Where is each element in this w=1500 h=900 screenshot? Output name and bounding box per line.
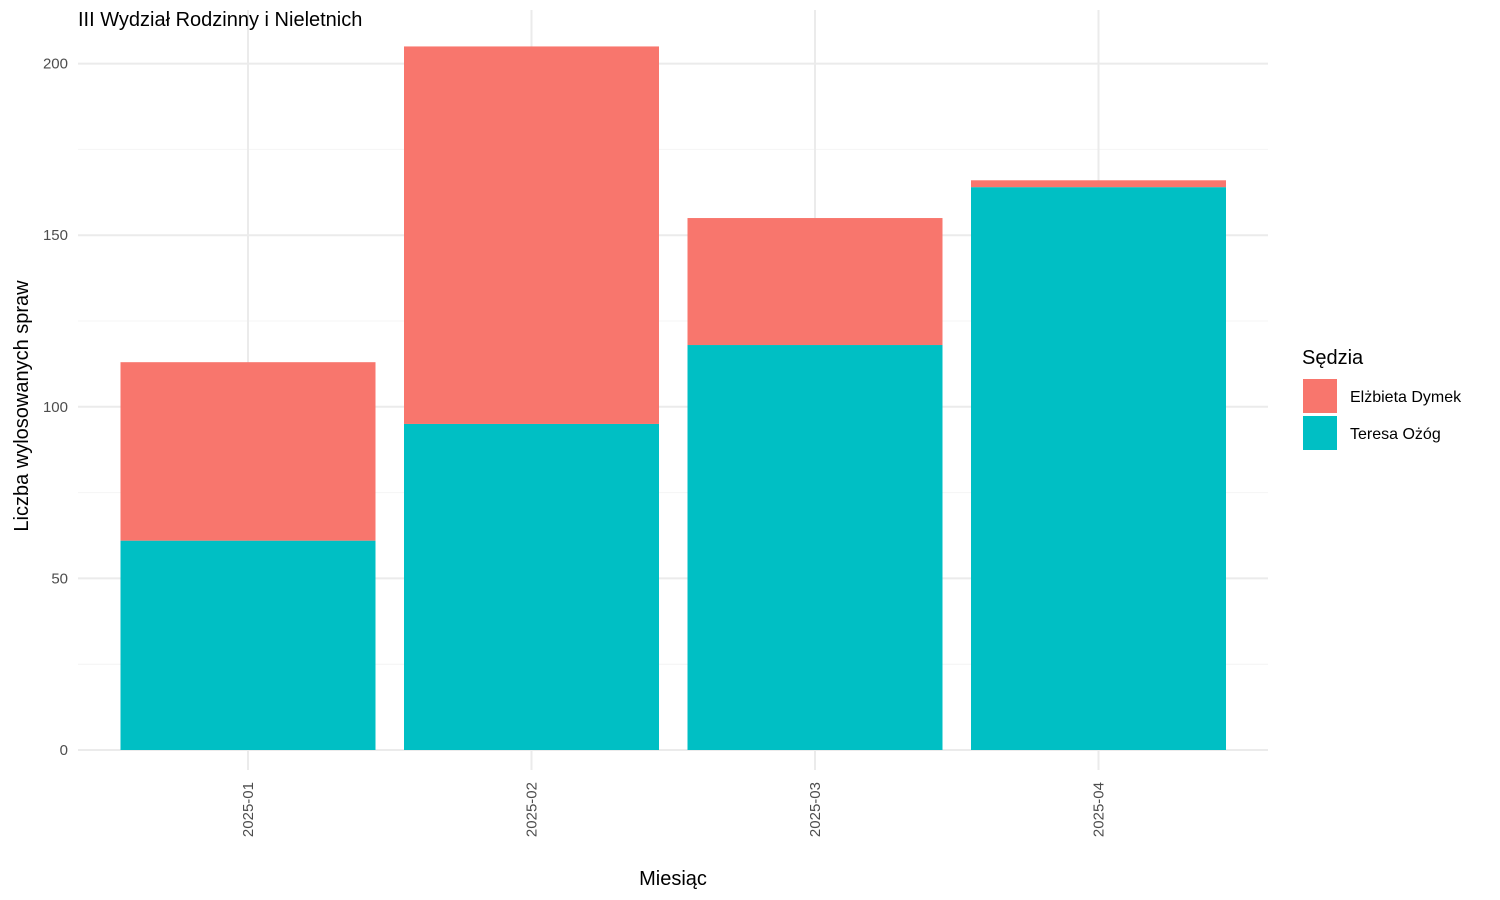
legend: Sędzia Elżbieta Dymek Teresa Ożóg <box>1302 347 1462 450</box>
y-tick-label: 150 <box>43 227 68 244</box>
chart-title: III Wydział Rodzinny i Nieletnich <box>78 9 362 31</box>
y-tick-label: 200 <box>43 56 68 73</box>
x-tick-label: 2025-02 <box>524 782 541 837</box>
bar-teresa-ożóg-2025-02 <box>404 423 659 750</box>
bar-elżbieta-dymek-2025-03 <box>687 218 943 346</box>
legend-label: Elżbieta Dymek <box>1350 389 1462 406</box>
legend-label: Teresa Ożóg <box>1350 426 1441 443</box>
legend-key-teresa-ożóg <box>1303 416 1337 450</box>
bar-teresa-ożóg-2025-01 <box>120 540 376 750</box>
bar-elżbieta-dymek-2025-04 <box>971 180 1226 188</box>
x-axis-title: Miesiąc <box>639 868 707 890</box>
bar-elżbieta-dymek-2025-01 <box>120 362 376 541</box>
x-tick-label: 2025-04 <box>1091 782 1108 837</box>
y-tick-label: 50 <box>51 570 68 587</box>
x-tick-label: 2025-01 <box>240 782 257 837</box>
y-axis-ticks: 0 50 100 150 200 <box>43 56 68 759</box>
x-axis-ticks: 2025-01 2025-02 2025-03 2025-04 <box>240 782 1108 837</box>
y-tick-label: 0 <box>60 742 68 759</box>
y-tick-label: 100 <box>43 399 68 416</box>
x-tick-label: 2025-03 <box>807 782 824 837</box>
bar-teresa-ożóg-2025-03 <box>687 345 943 750</box>
legend-title: Sędzia <box>1302 347 1364 369</box>
legend-key-elżbieta-dymek <box>1303 379 1337 413</box>
bar-elżbieta-dymek-2025-02 <box>404 46 659 424</box>
y-axis-title: Liczba wylosowanych spraw <box>11 280 33 532</box>
bar-teresa-ożóg-2025-04 <box>971 187 1226 751</box>
bars <box>120 46 1226 751</box>
